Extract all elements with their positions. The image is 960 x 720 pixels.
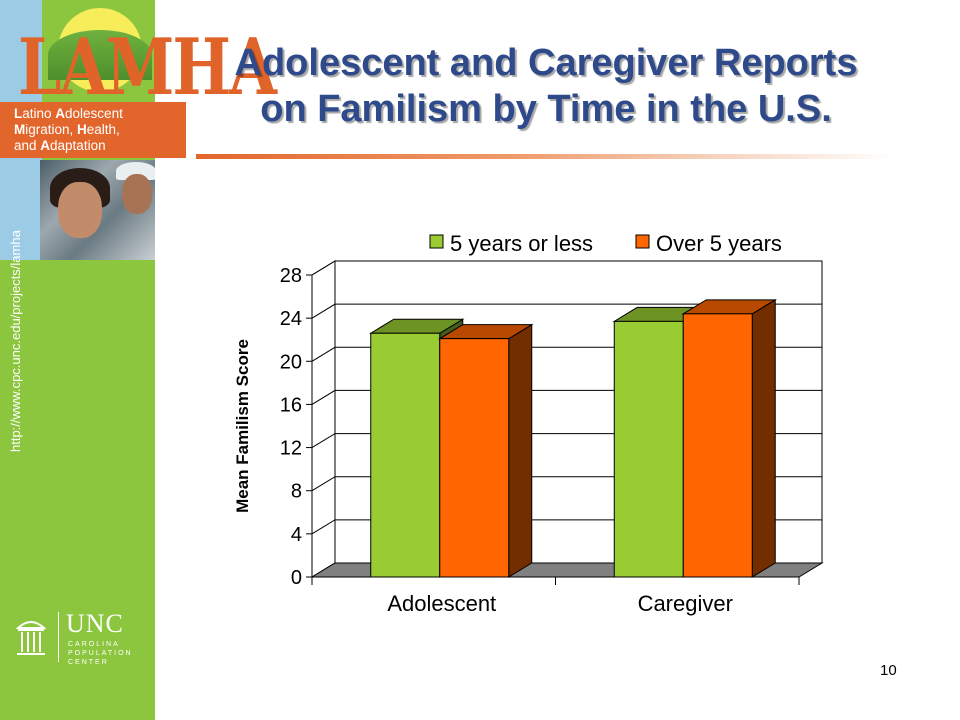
bar-side-1-1 bbox=[751, 298, 776, 578]
bar-0-0 bbox=[370, 332, 441, 578]
gridline-6 bbox=[311, 303, 822, 319]
legend-swatch-0 bbox=[429, 234, 444, 249]
slide-number: 10 bbox=[880, 662, 897, 679]
bar-1-0 bbox=[613, 320, 684, 578]
logo-line-2: Migration, Health, bbox=[14, 122, 120, 137]
logo-line-3: and Adaptation bbox=[14, 138, 106, 153]
logo-divider bbox=[58, 612, 59, 662]
y-tick-label-1: 4 bbox=[291, 524, 302, 546]
y-tick-label-5: 20 bbox=[280, 351, 302, 373]
slide-title-line-2: on Familism by Time in the U.S. bbox=[260, 88, 832, 130]
y-tick-label-3: 12 bbox=[280, 438, 302, 460]
gridline-7 bbox=[311, 260, 822, 276]
cpc-wordmark: CAROLINA POPULATION CENTER bbox=[68, 641, 133, 666]
lamha-logo-subtitle: Latino Adolescent Migration, Health, and… bbox=[0, 102, 186, 158]
chart-side-wall bbox=[311, 260, 336, 578]
y-tick-label-2: 8 bbox=[291, 481, 302, 503]
title-underline bbox=[196, 154, 896, 159]
old-well-icon bbox=[16, 621, 46, 655]
legend-label-0: 5 years or less bbox=[450, 231, 593, 256]
bar-1-1 bbox=[682, 313, 753, 578]
project-url: http://www.cpc.unc.edu/projects/lamha bbox=[8, 230, 23, 452]
y-tick-label-0: 0 bbox=[291, 567, 302, 589]
adolescents-photo bbox=[40, 160, 155, 260]
slide-title: Adolescent and Caregiver Reports on Fami… bbox=[196, 40, 896, 132]
x-tick-label-1: Caregiver bbox=[638, 591, 733, 616]
y-axis-label: Mean Familism Score bbox=[233, 339, 252, 513]
legend-swatch-1 bbox=[635, 234, 650, 249]
slide-title-line-1: Adolescent and Caregiver Reports bbox=[234, 42, 858, 84]
y-tick-label-4: 16 bbox=[280, 394, 302, 416]
legend-label-1: Over 5 years bbox=[656, 231, 782, 256]
bar-0-1 bbox=[439, 338, 510, 578]
y-tick-label-7: 28 bbox=[280, 265, 302, 287]
sidebar: LAMHA Latino Adolescent Migration, Healt… bbox=[0, 0, 277, 720]
unc-wordmark: UNC bbox=[66, 609, 124, 638]
unc-cpc-logo: UNC CAROLINA POPULATION CENTER bbox=[14, 608, 149, 668]
lamha-logo: LAMHA bbox=[18, 21, 277, 113]
y-tick-label-6: 24 bbox=[280, 308, 302, 330]
x-tick-label-0: Adolescent bbox=[387, 591, 496, 616]
familism-bar-chart: 0 4 8 12 16 20 24 28 Mean Familism Score Adolesce… bbox=[233, 231, 824, 616]
logo-sun-icon bbox=[48, 8, 152, 92]
bar-side-0-1 bbox=[508, 323, 533, 578]
logo-line-1: Latino Adolescent bbox=[14, 106, 123, 121]
